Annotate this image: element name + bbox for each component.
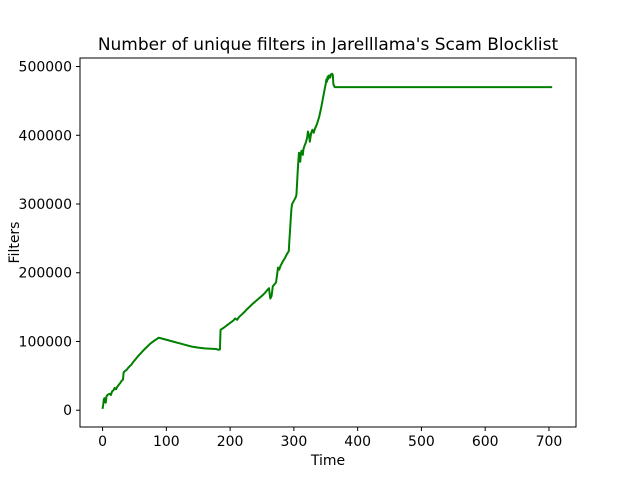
y-tick-label: 200000	[19, 266, 72, 282]
x-tick-label: 600	[472, 434, 499, 450]
plot-background	[80, 58, 576, 427]
y-tick-label: 400000	[19, 128, 72, 144]
x-tick-label: 100	[153, 434, 180, 450]
x-tick-label: 400	[344, 434, 371, 450]
series-line-unique_filters	[101, 72, 553, 410]
x-tick-label: 200	[217, 434, 244, 450]
chart-title: Number of unique filters in Jarelllama's…	[98, 35, 559, 55]
x-tick-label: 0	[98, 434, 107, 450]
y-axis-ticks: 0 100000 200000 300000 400000 500000	[19, 60, 80, 419]
y-tick-label: 100000	[19, 334, 72, 350]
y-tick-label: 0	[63, 403, 72, 419]
x-tick-label: 500	[408, 434, 435, 450]
series-layer	[101, 72, 553, 410]
x-tick-label: 700	[536, 434, 563, 450]
y-tick-label: 300000	[19, 197, 72, 213]
x-tick-label: 300	[281, 434, 308, 450]
axes-frame	[79, 57, 577, 428]
y-tick-label: 500000	[19, 60, 72, 76]
x-axis-label: Time	[310, 453, 345, 469]
y-axis-label: Filters	[7, 222, 23, 264]
x-axis-ticks: 0 100 200 300 400 500 600 700	[98, 427, 562, 450]
